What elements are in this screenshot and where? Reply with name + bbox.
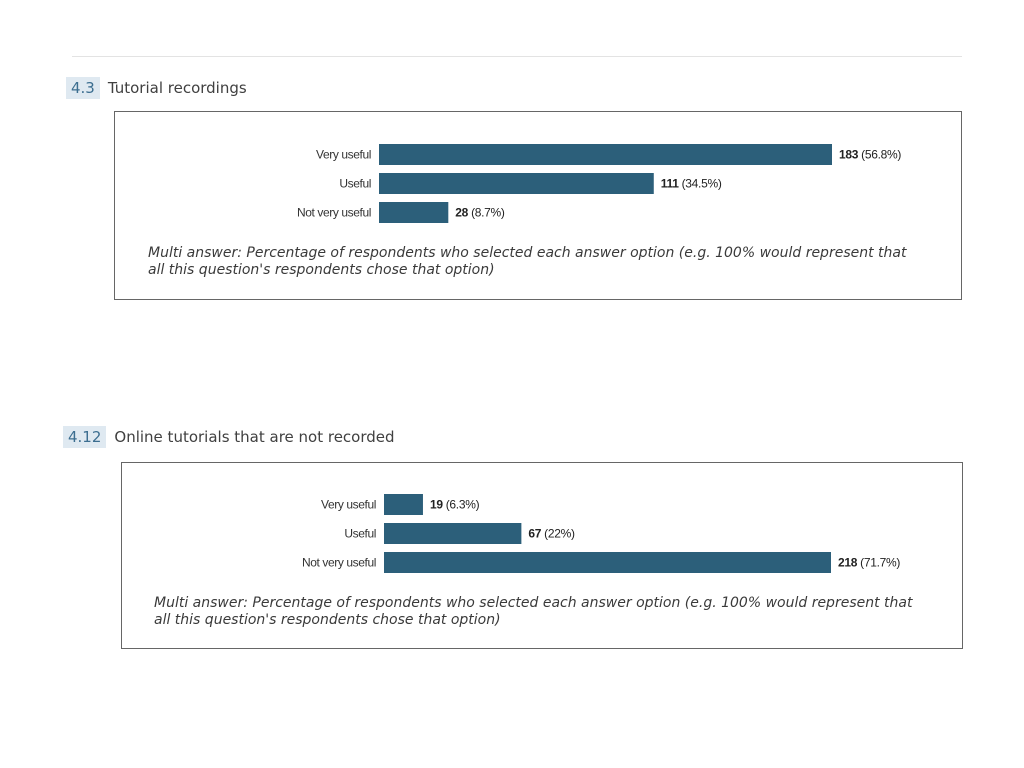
category-label: Very useful — [321, 498, 376, 512]
bar-chart: Very useful 19 (6.3%) Useful 67 (22%) Not ve… — [302, 494, 901, 573]
bar-chart: Very useful 183 (56.8%) Useful 111 (34.5%) N… — [297, 144, 902, 223]
category-label: Useful — [344, 527, 376, 541]
data-label: 218 (71.7%) — [838, 556, 900, 570]
chart-panel: Very useful 19 (6.3%) Useful 67 (22%) Not ve… — [121, 462, 963, 649]
category-label: Not very useful — [297, 206, 371, 220]
chart-footnote: Multi answer: Percentage of respondents … — [148, 245, 907, 278]
bar — [384, 494, 423, 515]
question-number: 4.3 — [66, 77, 100, 99]
data-label: 19 (6.3%) — [430, 498, 480, 512]
question-header: 4.3 Tutorial recordings — [66, 77, 247, 99]
bar — [379, 202, 449, 223]
data-label: 111 (34.5%) — [661, 177, 722, 191]
category-label: Very useful — [316, 148, 371, 162]
data-label: 28 (8.7%) — [455, 206, 505, 220]
data-label: 183 (56.8%) — [839, 148, 901, 162]
chart-panel: Very useful 183 (56.8%) Useful 111 (34.5%) N… — [114, 111, 962, 300]
question-header: 4.12 Online tutorials that are not recor… — [63, 426, 395, 448]
bar — [384, 552, 831, 573]
question-number: 4.12 — [63, 426, 107, 448]
data-label: 67 (22%) — [528, 527, 575, 541]
top-divider — [72, 56, 962, 57]
category-label: Useful — [339, 177, 371, 191]
question-title: Online tutorials that are not recorded — [114, 428, 395, 446]
category-label: Not very useful — [302, 556, 376, 570]
bar — [379, 173, 654, 194]
chart-footnote: Multi answer: Percentage of respondents … — [154, 595, 913, 628]
question-title: Tutorial recordings — [107, 79, 247, 97]
bar — [379, 144, 832, 165]
bar — [384, 523, 522, 544]
